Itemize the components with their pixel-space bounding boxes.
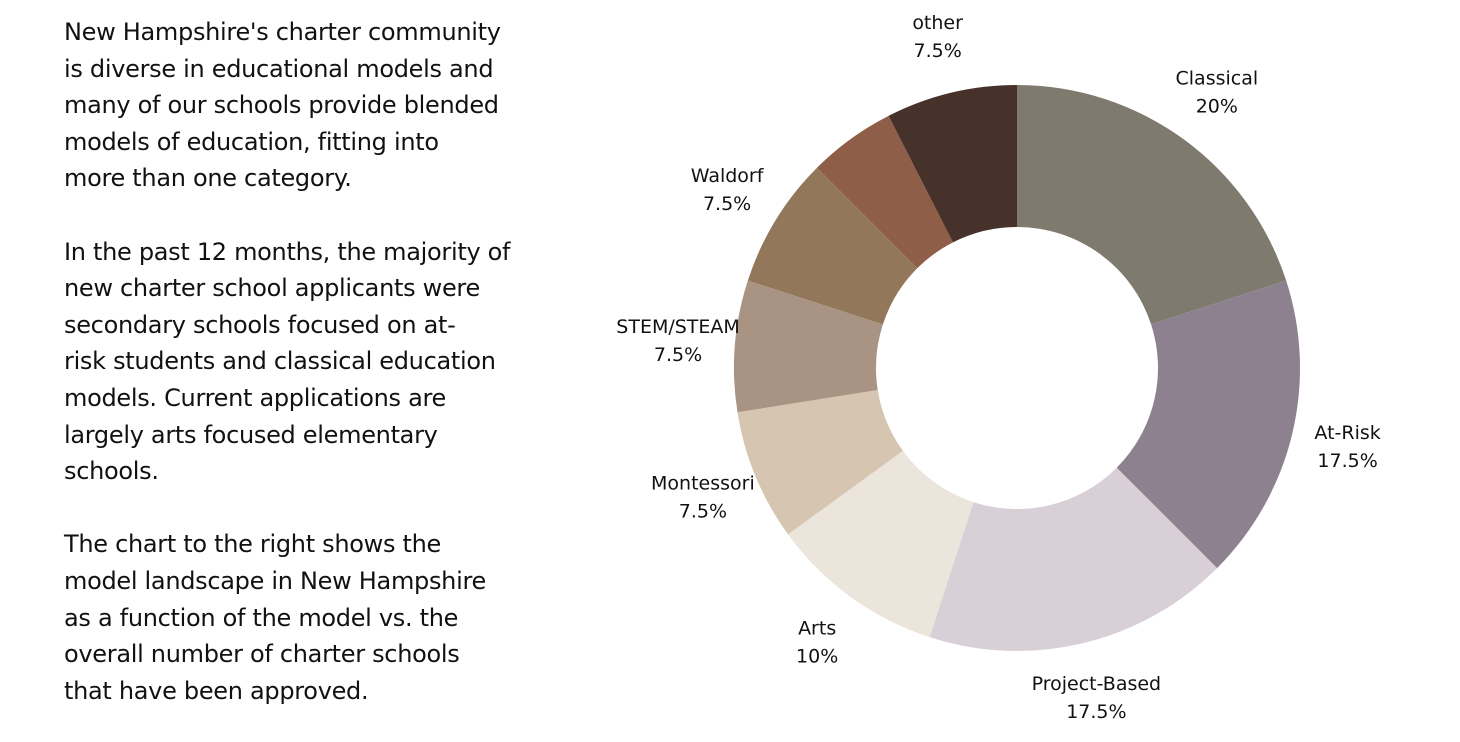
slice-value: 7.5%: [703, 193, 751, 215]
text-line: more than one category.: [64, 164, 352, 193]
slice-label: other: [912, 12, 963, 34]
text-line: many of our schools provide blended: [64, 91, 499, 120]
paragraph: The chart to the right shows the model la…: [64, 526, 584, 709]
slice: [788, 450, 974, 638]
slice-label: Waldorf: [691, 165, 765, 187]
text-line: models of education, fitting into: [64, 127, 439, 156]
slice-label: STEM/STEAM: [616, 316, 740, 338]
text-line: New Hampshire's charter community: [64, 18, 501, 46]
text-line: secondary schools focused on at-: [64, 310, 456, 339]
slice: [733, 280, 883, 413]
slice: [816, 115, 953, 269]
text-line: new charter school applicants were: [64, 274, 480, 303]
slice-value: 20%: [1196, 95, 1238, 117]
slice-value: 17.5%: [1317, 450, 1377, 472]
slice: [1017, 85, 1287, 325]
slice-value: 7.5%: [913, 40, 961, 62]
slice-value: 17.5%: [1066, 701, 1126, 723]
paragraph: In the past 12 months, the majority of ne…: [64, 234, 584, 490]
text-line: model landscape in New Hampshire: [64, 566, 486, 595]
text-line: models. Current applications are: [64, 383, 446, 412]
slice: [1116, 280, 1300, 569]
slice-label: Project-Based: [1032, 673, 1162, 695]
slice-label: At-Risk: [1314, 422, 1380, 444]
slice: [929, 467, 1218, 651]
slice: [737, 390, 903, 535]
slice-label: Arts: [798, 618, 836, 640]
slice: [747, 167, 918, 325]
text-line: In the past 12 months, the majority of: [64, 237, 511, 266]
text-line: overall number of charter schools: [64, 640, 460, 669]
text-line: risk students and classical education: [64, 347, 496, 376]
text-line: as a function of the model vs. the: [64, 603, 459, 632]
paragraph: New Hampshire's charter community is dive…: [64, 14, 584, 197]
description: New Hampshire's charter community is dive…: [64, 14, 584, 742]
slice: [888, 85, 1017, 243]
text-line: largely arts focused elementary: [64, 420, 438, 449]
slice-value: 7.5%: [654, 344, 702, 366]
slice-label: Classical: [1176, 67, 1259, 89]
text-line: schools.: [64, 457, 159, 486]
slice-label: Montessori: [651, 473, 755, 495]
slice-value: 7.5%: [679, 501, 727, 523]
text-line: The chart to the right shows the: [64, 530, 441, 559]
text-line: that have been approved.: [64, 676, 369, 705]
text-line: is diverse in educational models and: [64, 54, 494, 83]
slice-value: 10%: [796, 646, 838, 668]
